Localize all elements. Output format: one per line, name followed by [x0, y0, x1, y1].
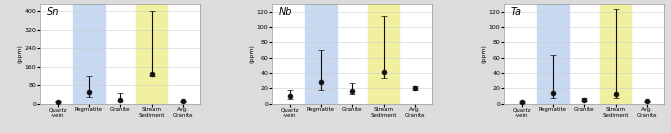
Y-axis label: (ppm): (ppm): [482, 44, 487, 63]
Bar: [136, 4, 167, 104]
Y-axis label: (ppm): (ppm): [250, 44, 255, 63]
Bar: [600, 4, 631, 104]
Bar: [73, 4, 105, 104]
Bar: [537, 4, 568, 104]
Y-axis label: (ppm): (ppm): [18, 44, 23, 63]
Bar: [368, 4, 399, 104]
Text: Sn: Sn: [47, 7, 59, 17]
Text: Ta: Ta: [511, 7, 521, 17]
Text: Nb: Nb: [278, 7, 292, 17]
Bar: [305, 4, 337, 104]
